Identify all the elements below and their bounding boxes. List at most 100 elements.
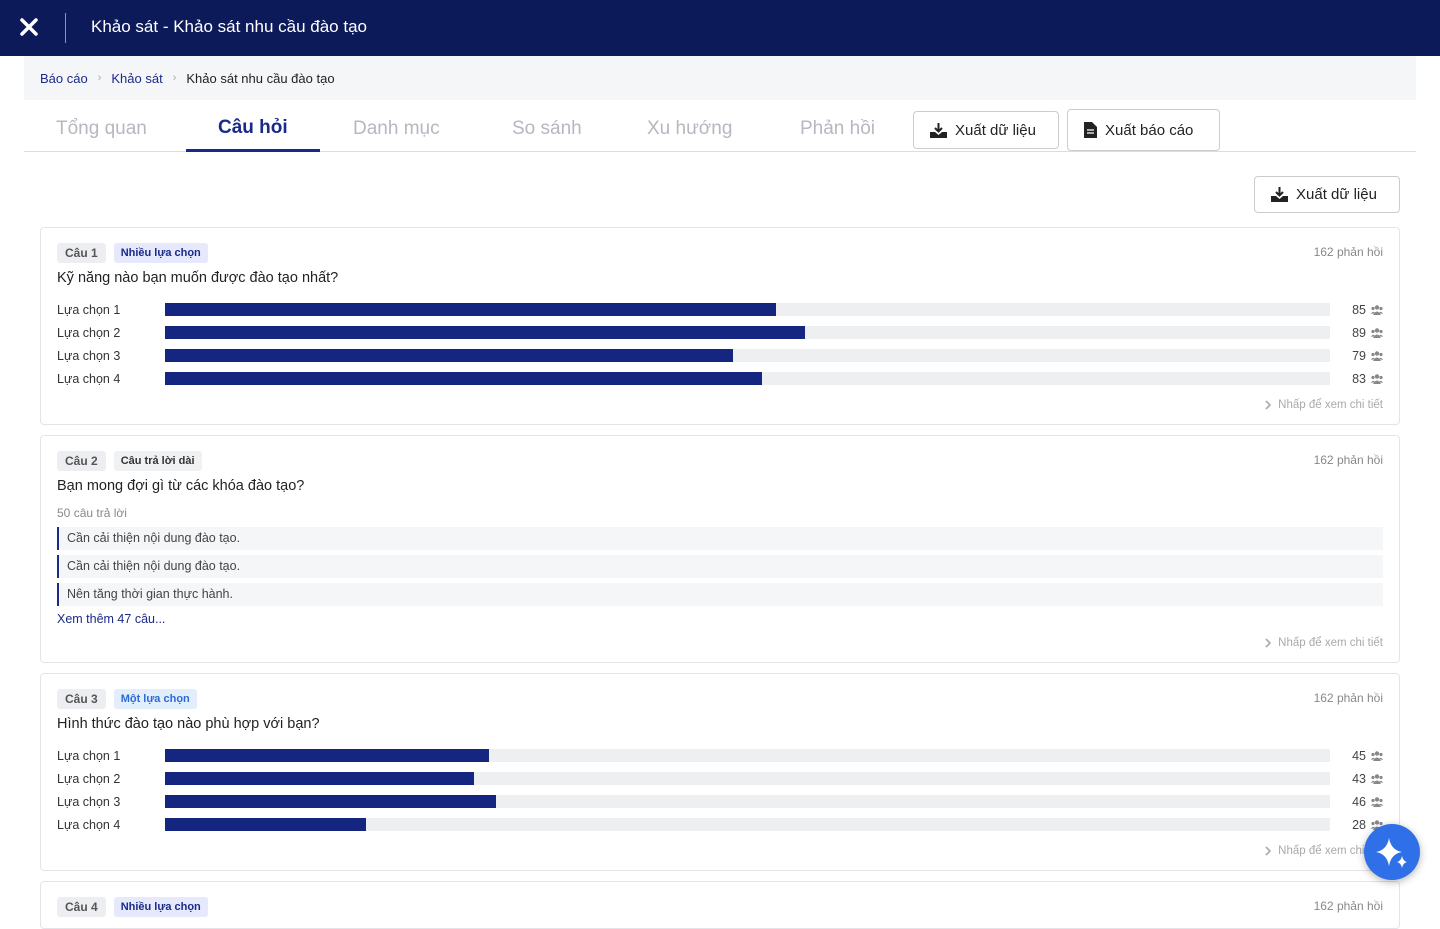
response-number: 162 [1313,691,1334,705]
bar [165,326,806,339]
bar-track [165,372,1330,385]
option-row: Lựa chọn 1 45 [57,744,1383,767]
option-label: Lựa chọn 3 [57,794,121,809]
tab-button-label: Xuất dữ liệu [955,121,1036,139]
card-header: Câu 2 Câu trả lời dài 162 phản hồi [57,450,1383,472]
question-text: Hình thức đào tạo nào phù hợp với bạn? [57,716,320,732]
option-value: 85 [1352,302,1366,317]
option-label: Lựa chọn 2 [57,325,121,340]
option-row: Lựa chọn 3 79 [57,344,1383,367]
option-label: Lựa chọn 2 [57,771,121,786]
tab[interactable]: Danh mục [353,118,440,139]
option-row: Lựa chọn 1 85 [57,298,1383,321]
response-unit: phản hồi [1336,899,1383,913]
bar [165,795,496,808]
option-value: 46 [1352,794,1366,809]
bar-track [165,349,1330,362]
answer: Cần cải thiện nội dung đào tạo. [57,555,1383,578]
breadcrumb-separator: › [172,72,177,84]
top-bar: Khảo sát - Khảo sát nhu cầu đào tạo [0,0,1440,56]
question-text: Bạn mong đợi gì từ các khóa đào tạo? [57,478,305,494]
question-card[interactable]: Câu 4 Nhiều lựa chọn 162 phản hồi [40,881,1400,929]
bar-track [165,749,1330,762]
question-card[interactable]: Câu 3 Một lựa chọn 162 phản hồi Hình thức đ… [40,673,1400,871]
question-type: Một lựa chọn [113,689,197,709]
tab[interactable]: Phản hồi [800,118,876,139]
detail-link[interactable]: Nhấp để xem chi tiết [57,634,1383,652]
question-type: Nhiều lựa chọn [113,897,208,917]
bar [165,749,489,762]
tab[interactable]: Tổng quan [56,118,147,139]
option-row: Lựa chọn 4 83 [57,367,1383,390]
close-button[interactable] [18,14,40,40]
see-more[interactable]: Xem thêm 47 câu... [57,612,166,626]
option-row: Lựa chọn 2 89 [57,321,1383,344]
answer: Cần cải thiện nội dung đào tạo. [57,527,1383,550]
detail-label: Nhấp để xem chi tiết [1278,399,1383,411]
export-label: Xuất dữ liệu [1296,186,1377,203]
option-label: Lựa chọn 1 [57,302,121,317]
bar-track [165,795,1330,808]
breadcrumb-item[interactable]: Khảo sát [111,70,163,86]
page-title: Khảo sát - Khảo sát nhu cầu đào tạo [91,17,367,36]
option-row: Lựa chọn 2 43 [57,767,1383,790]
detail-link[interactable]: Nhấp để xem chi tiết [57,396,1383,414]
bar [165,818,367,831]
option-row: Lựa chọn 4 28 [57,813,1383,836]
bar [165,303,777,316]
question-card[interactable]: Câu 1 Nhiều lựa chọn 162 phản hồi Kỹ năng n… [40,227,1400,425]
question-text: Kỹ năng nào bạn muốn được đào tạo nhất? [57,270,339,286]
option-value: 89 [1352,325,1366,340]
answer-count: 50 câu trả lời [57,506,1383,522]
tab-button-label: Xuất báo cáo [1105,121,1194,139]
response-count: 162 phản hồi [1314,691,1383,705]
response-number: 162 [1313,245,1334,259]
detail-label: Nhấp để xem chi tiết [1278,845,1383,857]
answer-unit: câu trả lời [73,506,127,520]
option-label: Lựa chọn 3 [57,348,121,363]
response-unit: phản hồi [1336,453,1383,467]
question-list: Câu 1 Nhiều lựa chọn 162 phản hồi Kỹ năng n… [40,227,1400,929]
bar [165,349,734,362]
option-label: Lựa chọn 4 [57,817,121,832]
bar [165,372,762,385]
tab-button[interactable]: Xuất dữ liệu [913,111,1059,149]
answer-number: 50 [57,506,71,520]
detail-link[interactable]: Nhấp để xem chi tiết [57,842,1383,860]
bar [165,772,475,785]
tab[interactable]: Câu hỏi [218,117,288,138]
export-button[interactable]: Xuất dữ liệu [1254,176,1400,213]
tab[interactable]: So sánh [512,118,582,139]
options: Lựa chọn 1 85 Lựa chọn 2 89 Lựa chọn 3 79 Lựa … [57,298,1383,390]
response-count: 162 phản hồi [1314,245,1383,259]
card-header: Câu 1 Nhiều lựa chọn 162 phản hồi [57,242,1383,264]
tab-underline [186,149,320,152]
tab-button[interactable]: Xuất báo cáo [1067,109,1220,151]
question-number: Câu 2 [57,451,106,471]
card-header: Câu 3 Một lựa chọn 162 phản hồi [57,688,1383,710]
bar-track [165,772,1330,785]
bar-track [165,818,1330,831]
separator [65,13,66,43]
option-label: Lựa chọn 4 [57,371,121,386]
breadcrumb-item: Khảo sát nhu cầu đào tạo [186,70,335,86]
question-card[interactable]: Câu 2 Câu trả lời dài 162 phản hồi Bạn mong… [40,435,1400,663]
bar-track [165,303,1330,316]
breadcrumb-item[interactable]: Báo cáo [40,70,88,86]
answer: Nên tăng thời gian thực hành. [57,583,1383,606]
response-number: 162 [1313,453,1334,467]
response-unit: phản hồi [1336,691,1383,705]
question-number: Câu 3 [57,689,106,709]
breadcrumb: Báo cáo › Khảo sát › Khảo sát nhu cầu đào tạ… [24,56,1416,100]
breadcrumb-separator: › [97,72,102,84]
tabs: Tổng quan Câu hỏi Danh mục So sánh Xu hướng P… [24,100,1416,152]
question-type: Câu trả lời dài [113,451,202,471]
option-value: 28 [1352,817,1366,832]
tab[interactable]: Xu hướng [647,118,733,139]
ai-assistant-button[interactable] [1364,824,1420,880]
card-header: Câu 4 Nhiều lựa chọn 162 phản hồi [57,896,1383,918]
response-number: 162 [1313,899,1334,913]
option-value: 83 [1352,371,1366,386]
question-type: Nhiều lựa chọn [113,243,208,263]
